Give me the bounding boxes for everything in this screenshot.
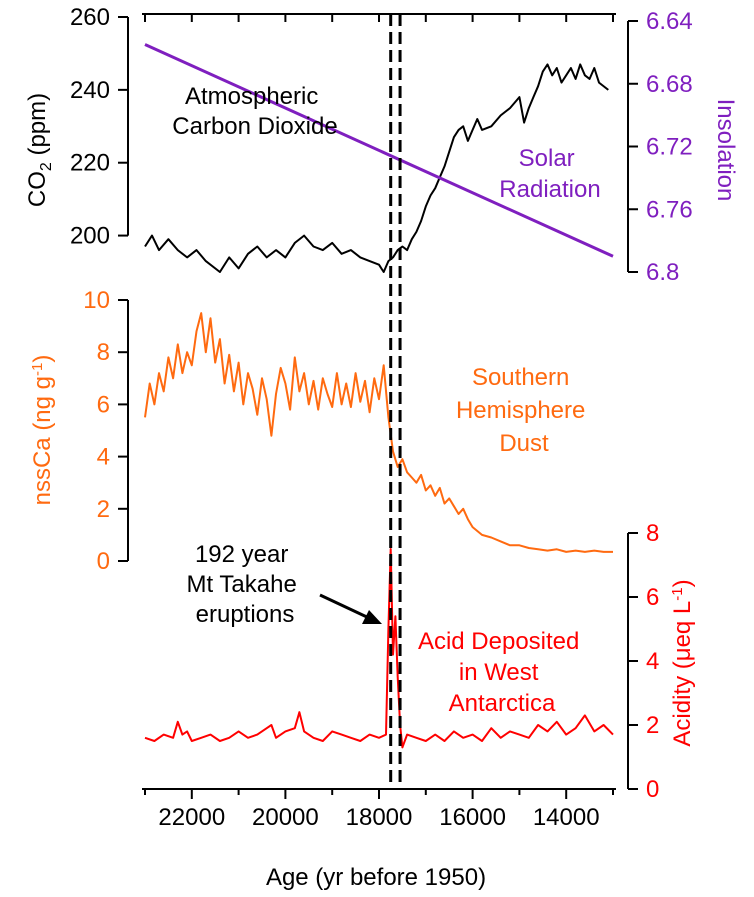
acid-axis: 0 2 4 6 8 bbox=[627, 520, 659, 803]
x-axis-tick-label: 14000 bbox=[533, 804, 600, 831]
dust-panel: 0 2 4 6 8 10 nssCa (ng g-1) Southern Hemisphe… bbox=[29, 287, 613, 575]
dust-line bbox=[144, 312, 613, 553]
x-axis-tick-label: 16000 bbox=[439, 804, 506, 831]
dust-y-axis-tick-label: 0 bbox=[97, 548, 110, 575]
dust-y-axis-tick-label: 10 bbox=[83, 287, 110, 314]
co2-axis: 200 220 240 260 bbox=[70, 4, 129, 250]
insolation-axis: 6.64 6.68 6.72 6.76 6.8 bbox=[627, 8, 693, 286]
takahe-label: 192 year Mt Takahe eruptions bbox=[187, 541, 304, 628]
co2-label: Atmospheric Carbon Dioxide bbox=[172, 83, 337, 140]
acid-label: Acid Deposited in West Antarctica bbox=[418, 628, 586, 717]
dust-axis-label: nssCa (ng g-1) bbox=[29, 355, 56, 506]
co2-axis-label: CO2 (ppm) bbox=[24, 93, 55, 207]
co2-y-axis-tick-label: 220 bbox=[70, 150, 110, 177]
eruption-markers bbox=[389, 14, 402, 786]
insolation-y-axis-tick-label: 6.76 bbox=[646, 196, 693, 223]
solar-label: Solar Radiation bbox=[499, 145, 600, 203]
dust-y-axis-tick-label: 6 bbox=[97, 391, 110, 418]
dust-axis: 0 2 4 6 8 10 bbox=[83, 287, 129, 575]
co2-series bbox=[144, 63, 609, 273]
insolation-y-axis-tick-label: 6.68 bbox=[646, 71, 693, 98]
solar-series bbox=[144, 43, 614, 258]
takahe-arrow bbox=[319, 593, 382, 624]
co2-y-axis-tick-label: 260 bbox=[70, 4, 110, 31]
insolation-y-axis-tick-label: 6.8 bbox=[646, 259, 679, 286]
co2-y-axis-tick-label: 200 bbox=[70, 223, 110, 250]
acid-axis-label: Acidity (μeq L-1) bbox=[669, 579, 696, 746]
dust-label: Southern Hemisphere Dust bbox=[456, 364, 592, 457]
acid-line bbox=[144, 548, 614, 749]
x-axis-tick-label: 22000 bbox=[158, 804, 225, 831]
acid-y-axis-tick-label: 0 bbox=[646, 776, 659, 803]
dust-y-axis-tick-label: 4 bbox=[97, 444, 110, 471]
co2-y-axis-tick-label: 240 bbox=[70, 77, 110, 104]
insolation-y-axis-tick-label: 6.72 bbox=[646, 134, 693, 161]
dust-series bbox=[144, 312, 613, 553]
insolation-axis-label: Insolation bbox=[712, 99, 739, 202]
acid-y-axis-tick-label: 4 bbox=[646, 648, 659, 675]
dust-y-axis-tick-label: 8 bbox=[97, 339, 110, 366]
acid-y-axis-tick-label: 6 bbox=[646, 584, 659, 611]
acid-panel: 0 2 4 6 8 Acidity (μeq L-1) Acid Deposited i… bbox=[144, 520, 696, 803]
x-axis-tick-label: 18000 bbox=[346, 804, 413, 831]
acid-series bbox=[144, 548, 614, 749]
solar-line bbox=[144, 43, 614, 258]
x-axis: 22000 20000 18000 16000 14000 bbox=[142, 13, 616, 831]
takahe-arrowhead-icon bbox=[362, 610, 382, 624]
insolation-y-axis-tick-label: 6.64 bbox=[646, 8, 693, 35]
co2-line bbox=[144, 63, 609, 273]
co2-panel: 200 220 240 260 6.64 6.68 6.72 6.76 6.8 CO2 (pp… bbox=[24, 4, 739, 286]
acid-y-axis-tick-label: 2 bbox=[646, 712, 659, 739]
acid-y-axis-tick-label: 8 bbox=[646, 520, 659, 547]
dust-y-axis-tick-label: 2 bbox=[97, 496, 110, 523]
x-axis-tick-label: 20000 bbox=[252, 804, 319, 831]
x-axis-label: Age (yr before 1950) bbox=[266, 864, 486, 891]
